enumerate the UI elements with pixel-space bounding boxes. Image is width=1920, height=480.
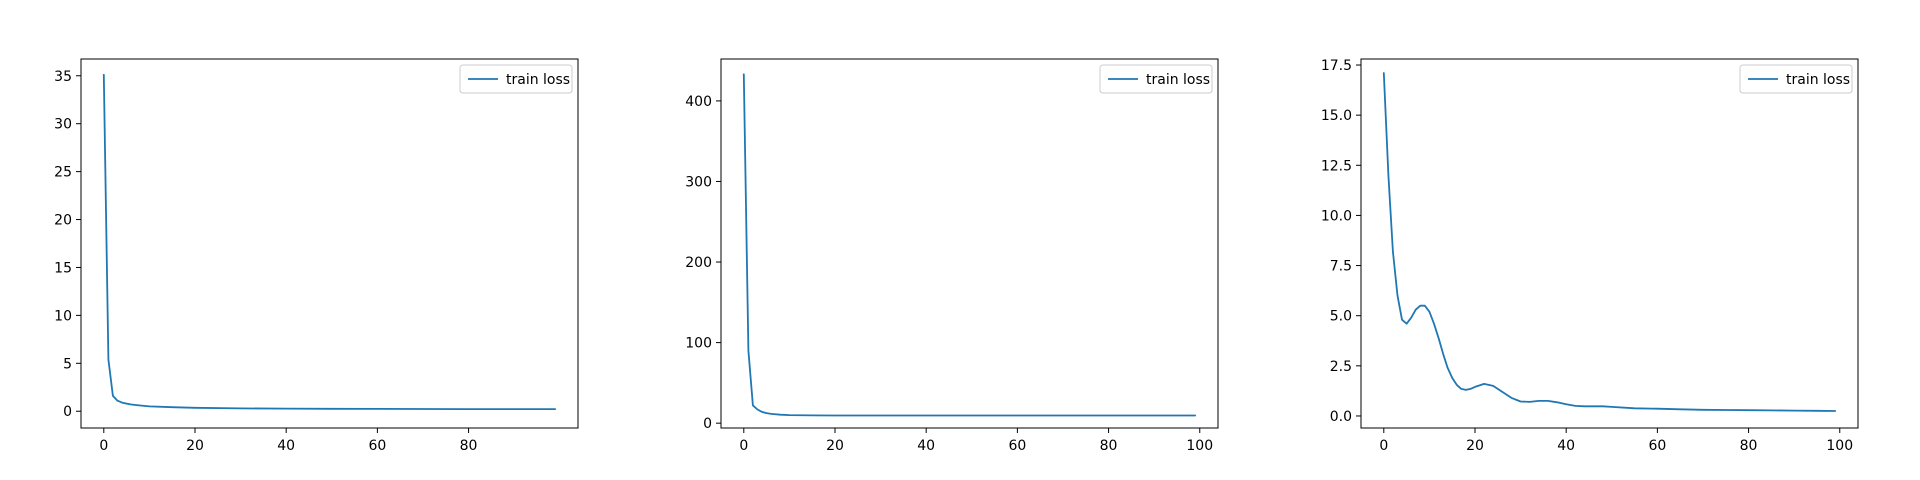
x-tick-label: 0 xyxy=(99,438,108,454)
legend-label: train loss xyxy=(1786,72,1850,88)
x-tick-label: 20 xyxy=(826,438,844,454)
legend-label: train loss xyxy=(1146,72,1210,88)
x-tick-label: 80 xyxy=(1740,438,1758,454)
legend-label: train loss xyxy=(506,72,570,88)
y-tick-label: 25 xyxy=(54,165,72,181)
x-tick-label: 60 xyxy=(1648,438,1666,454)
legend-box xyxy=(459,64,573,94)
y-tick-label: 5.0 xyxy=(1330,309,1352,325)
legend: train loss xyxy=(459,64,573,94)
x-tick-label: 20 xyxy=(1466,438,1484,454)
y-tick-label: 300 xyxy=(685,174,712,190)
x-tick-label: 60 xyxy=(368,438,386,454)
axes-frame xyxy=(1360,58,1859,429)
x-tick-label: 40 xyxy=(917,438,935,454)
legend: train loss xyxy=(1099,64,1213,94)
y-tick-label: 400 xyxy=(685,94,712,110)
y-tick-label: 35 xyxy=(54,69,72,85)
y-tick-label: 0 xyxy=(63,404,72,420)
x-tick-label: 40 xyxy=(277,438,295,454)
y-tick-label: 20 xyxy=(54,213,72,229)
x-tick-label: 100 xyxy=(1826,438,1853,454)
y-tick-label: 17.5 xyxy=(1321,58,1352,74)
x-tick-label: 100 xyxy=(1186,438,1213,454)
series-line-1 xyxy=(742,73,1197,417)
y-tick-label: 0.0 xyxy=(1330,409,1352,425)
x-tick-label: 80 xyxy=(1100,438,1118,454)
x-tick-label: 40 xyxy=(1557,438,1575,454)
series-line-1 xyxy=(1382,72,1837,412)
x-tick-label: 0 xyxy=(739,438,748,454)
y-tick-label: 10 xyxy=(54,308,72,324)
y-tick-label: 2.5 xyxy=(1330,359,1352,375)
legend: train loss xyxy=(1739,64,1853,94)
y-tick-label: 15.0 xyxy=(1321,108,1352,124)
y-tick-label: 12.5 xyxy=(1321,158,1352,174)
y-tick-label: 100 xyxy=(685,336,712,352)
y-tick-label: 5 xyxy=(63,356,72,372)
x-tick-label: 0 xyxy=(1379,438,1388,454)
legend-box xyxy=(1099,64,1213,94)
x-tick-label: 80 xyxy=(460,438,478,454)
y-tick-label: 200 xyxy=(685,255,712,271)
y-tick-label: 10.0 xyxy=(1321,208,1352,224)
axes-frame xyxy=(720,58,1219,429)
chart-panel-1: 0 20 40 60 80 0 5 10 15 20 25 30 35 train loss xyxy=(54,58,579,454)
axes-frame xyxy=(80,58,579,429)
series-line-1 xyxy=(102,73,557,411)
y-tick-label: 0 xyxy=(703,416,712,432)
chart-panel-2: 0 20 40 60 80 100 0 100 200 300 400 train loss xyxy=(685,58,1219,454)
x-tick-label: 60 xyxy=(1008,438,1026,454)
y-tick-label: 15 xyxy=(54,260,72,276)
x-tick-label: 20 xyxy=(186,438,204,454)
y-tick-label: 30 xyxy=(54,117,72,133)
chart-panel-3: 0 20 40 60 80 100 0.0 2.5 5.0 7.5 10.0 12.5 15.0 17.5… xyxy=(1321,58,1859,454)
legend-box xyxy=(1739,64,1853,94)
y-tick-label: 7.5 xyxy=(1330,259,1352,275)
